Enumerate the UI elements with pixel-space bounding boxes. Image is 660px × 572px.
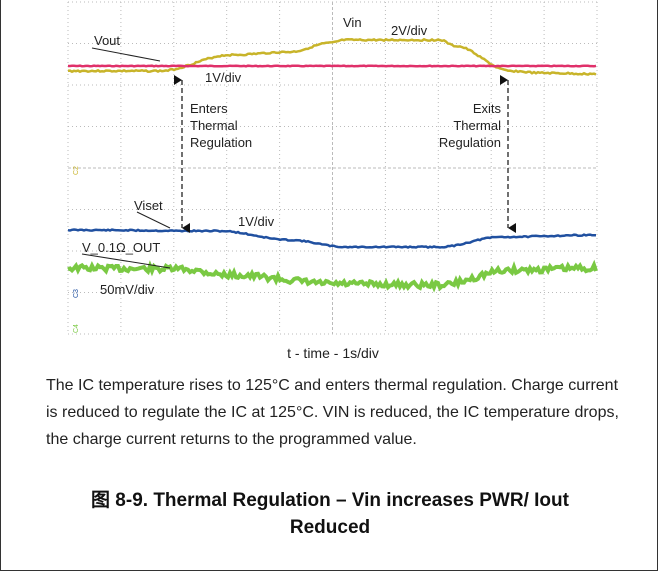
vout2-scale: 50mV/div xyxy=(100,282,155,297)
vout2-label: V_0.1Ω_OUT xyxy=(82,240,160,255)
iout-trace xyxy=(67,259,598,293)
enter-line: Enters xyxy=(190,101,228,116)
enter-line: Thermal xyxy=(190,118,238,133)
channel-label: C4 xyxy=(73,324,80,333)
vout-leader xyxy=(91,47,161,62)
vin-trace xyxy=(67,37,597,76)
vin-scale: 2V/div xyxy=(391,23,428,38)
viset-scale: 1V/div xyxy=(238,214,275,229)
exit-line: Thermal xyxy=(453,118,501,133)
enter-line: Regulation xyxy=(190,135,252,150)
viset-leader xyxy=(136,211,171,229)
channel-label: C2 xyxy=(73,166,80,175)
figure-title: 图 8-9. Thermal Regulation – Vin increase… xyxy=(91,490,569,538)
x-axis-label: t - time - 1s/div xyxy=(287,345,379,361)
channel-label: C3 xyxy=(73,289,80,298)
vin-label: Vin xyxy=(343,15,362,30)
traces xyxy=(67,37,598,293)
caption: The IC temperature rises to 125°C and en… xyxy=(46,377,619,448)
exit-line: Regulation xyxy=(439,135,501,150)
vout2-leader xyxy=(81,253,171,269)
vout-trace xyxy=(68,64,597,68)
vout-scale: 1V/div xyxy=(205,70,242,85)
scope-capture: Vout 1V/div Vin 2V/div Enters Thermal Re… xyxy=(67,1,598,361)
viset-trace xyxy=(67,228,597,249)
exit-line: Exits xyxy=(473,101,502,116)
vout-label: Vout xyxy=(94,33,120,48)
viset-label: Viset xyxy=(134,198,163,213)
